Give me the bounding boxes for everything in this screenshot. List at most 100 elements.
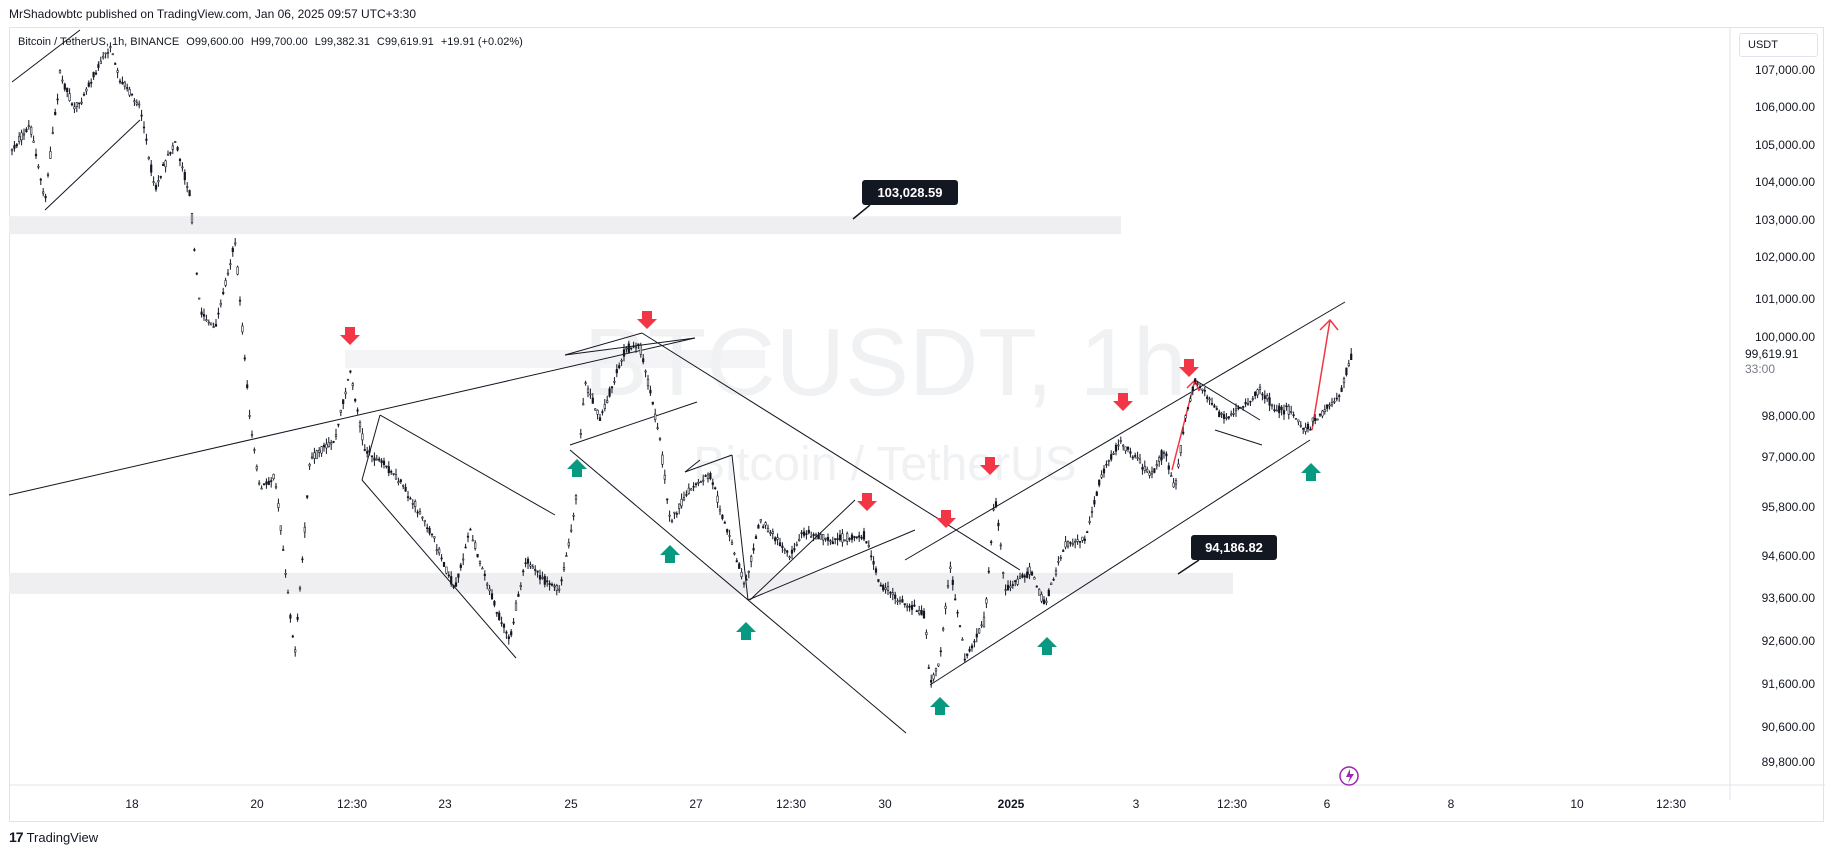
candle-body xyxy=(946,585,950,588)
candle-body xyxy=(824,537,827,540)
candle-body xyxy=(339,409,342,413)
candle-body xyxy=(1105,463,1108,466)
candle-body xyxy=(990,541,993,543)
candle-body xyxy=(675,513,678,515)
candle-body xyxy=(198,297,201,300)
candle-body xyxy=(939,650,942,653)
candle-body xyxy=(358,422,362,428)
candle-body xyxy=(464,546,467,549)
candle-body xyxy=(1110,454,1113,460)
candle-body xyxy=(728,535,731,537)
candle-body xyxy=(1100,474,1103,478)
candle-body xyxy=(958,625,962,628)
candle-body xyxy=(68,93,71,101)
candle-body xyxy=(757,525,760,529)
candle-body xyxy=(666,498,669,501)
candle-body xyxy=(32,140,35,143)
candle-body xyxy=(699,481,702,483)
candle-body xyxy=(606,400,609,403)
candle-body xyxy=(421,516,424,519)
candle-body xyxy=(1297,419,1300,423)
candle-body xyxy=(18,135,21,142)
candle-body xyxy=(951,579,954,585)
candle-body xyxy=(502,624,506,628)
trend-line xyxy=(569,449,907,734)
candle-body xyxy=(61,79,64,82)
candle-body xyxy=(46,174,50,176)
candle-body xyxy=(90,81,93,84)
y-tick-label: 92,600.00 xyxy=(1762,634,1816,648)
candle-body xyxy=(514,602,518,611)
candle-body xyxy=(913,604,916,607)
candle-body xyxy=(819,534,822,540)
candle-body xyxy=(104,52,107,55)
candle-body xyxy=(385,465,388,468)
candle-body xyxy=(608,388,611,397)
footer-brand[interactable]: 17 TradingView xyxy=(9,829,98,845)
candle-body xyxy=(495,612,498,614)
candle-body xyxy=(123,81,126,87)
candle-body xyxy=(1249,400,1252,403)
candle-body xyxy=(747,571,750,573)
candle-body xyxy=(102,55,105,59)
trend-line xyxy=(569,401,698,446)
x-tick-label: 27 xyxy=(689,797,703,811)
candle-body xyxy=(601,411,604,413)
candle-body xyxy=(1155,464,1158,467)
candle-body xyxy=(894,594,897,599)
candle-body xyxy=(414,501,417,507)
candle-body xyxy=(361,433,364,441)
candle-body xyxy=(1182,431,1185,434)
candle-body xyxy=(1081,536,1084,541)
candle-body xyxy=(968,648,971,652)
candle-body xyxy=(970,645,974,649)
candle-body xyxy=(579,433,582,435)
candle-body xyxy=(632,345,635,348)
candle-body xyxy=(843,539,846,542)
candle-body xyxy=(1004,589,1007,591)
candle-body xyxy=(126,87,129,89)
candle-body xyxy=(918,609,921,615)
x-tick-label: 25 xyxy=(564,797,578,811)
candle-body xyxy=(661,454,664,465)
candle-body xyxy=(452,584,455,588)
candle-body xyxy=(1222,414,1226,419)
candle-body xyxy=(219,302,222,306)
candle-body xyxy=(145,138,148,141)
candle-body xyxy=(1347,363,1350,367)
candle-body xyxy=(397,481,400,484)
candle-body xyxy=(106,52,110,54)
candle-body xyxy=(615,369,618,374)
projection-arrowhead xyxy=(1319,318,1339,331)
candle-body xyxy=(682,497,686,501)
currency-selector[interactable]: USDT xyxy=(1739,33,1818,57)
candle-body xyxy=(94,72,98,75)
candle-body xyxy=(937,663,940,667)
candle-body xyxy=(1069,542,1072,544)
candle-body xyxy=(510,631,513,636)
candle-body xyxy=(214,323,218,327)
candle-body xyxy=(476,553,479,558)
candle-body xyxy=(637,343,640,346)
y-tick-label: 98,000.00 xyxy=(1762,409,1816,423)
candle-body xyxy=(308,464,311,467)
candle-body xyxy=(834,538,837,540)
candle-body xyxy=(745,578,748,581)
candle-body xyxy=(807,529,810,534)
candle-body xyxy=(327,442,330,447)
candle-body xyxy=(481,567,484,570)
candle-body xyxy=(164,160,167,168)
candle-body xyxy=(466,535,470,538)
candle-body xyxy=(322,444,326,448)
candle-body xyxy=(872,561,875,565)
candle-body xyxy=(428,527,431,534)
candle-body xyxy=(186,186,189,188)
candle-body xyxy=(985,598,988,604)
candle-body xyxy=(176,147,179,151)
candle-body xyxy=(99,60,102,65)
candle-body xyxy=(121,82,124,85)
candle-body xyxy=(66,87,69,92)
candle-body xyxy=(954,598,957,601)
candle-body xyxy=(1304,427,1307,432)
